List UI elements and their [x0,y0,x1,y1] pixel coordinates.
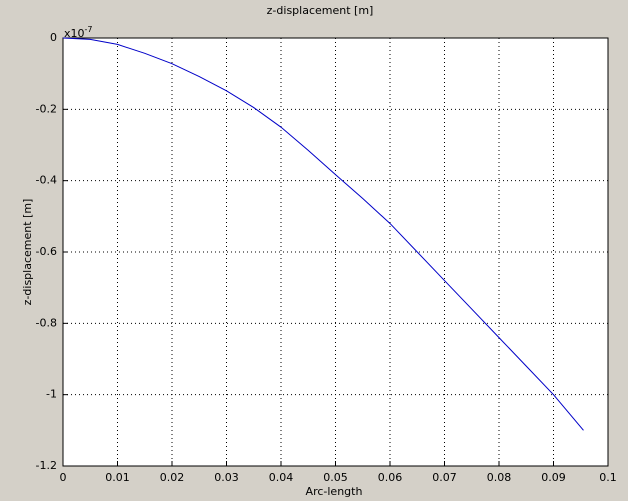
y-scale-label: x10-7 [64,25,93,41]
y-tick-label: -0.4 [36,174,57,187]
y-tick-label: -0.6 [36,245,57,258]
x-tick-label: 0.07 [432,471,457,484]
y-tick-label: -1.2 [36,459,57,472]
y-scale-base: x10 [64,27,85,40]
y-scale-exponent: -7 [85,25,93,34]
x-tick-label: 0.03 [214,471,239,484]
data-line [62,37,584,431]
plot-frame [62,37,609,467]
y-tick-label: 0 [50,31,57,44]
x-tick-label: 0.02 [160,471,185,484]
chart-title: z-displacement [m] [267,4,374,17]
x-tick-label: 0.1 [599,471,617,484]
x-tick-label: 0.01 [105,471,130,484]
y-tick-label: -0.8 [36,316,57,329]
y-tick-label: -1 [46,388,57,401]
x-tick-label: 0.06 [378,471,403,484]
y-axis-label: z-displacement [m] [21,199,34,306]
x-tick-label: 0.05 [323,471,348,484]
y-tick-label: -0.2 [36,102,57,115]
x-tick-label: 0.04 [269,471,294,484]
x-axis-label: Arc-length [306,485,363,498]
x-tick-label: 0.08 [487,471,512,484]
x-tick-label: 0 [60,471,67,484]
x-tick-label: 0.09 [541,471,566,484]
